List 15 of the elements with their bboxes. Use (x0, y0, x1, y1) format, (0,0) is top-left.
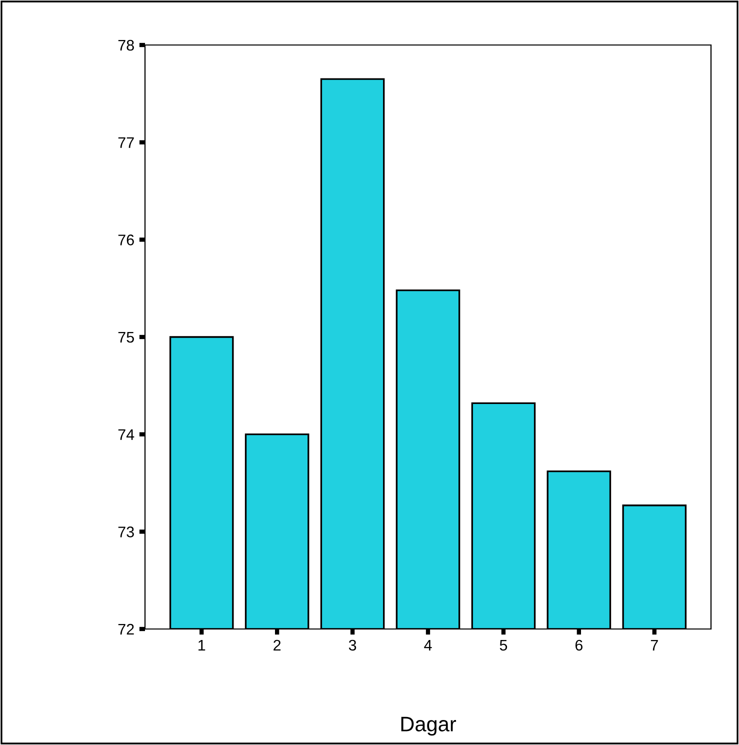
x-tick-label: 1 (198, 640, 206, 650)
y-tick-label: 74 (118, 429, 134, 440)
y-tick-label: 77 (118, 137, 134, 148)
x-tick-label: 3 (348, 640, 356, 651)
x-tick-label: 6 (575, 640, 583, 651)
y-tick-label: 75 (118, 332, 134, 343)
y-tick-label: 78 (118, 40, 134, 51)
x-tick-label: 7 (650, 640, 658, 650)
y-tick-label: 73 (118, 526, 134, 538)
x-tick-label: 4 (424, 640, 432, 650)
x-axis-title: Dagar (401, 716, 456, 736)
y-tick-label: 72 (118, 624, 134, 635)
x-tick-label: 5 (500, 640, 508, 651)
y-tick-label: 76 (118, 234, 134, 246)
x-tick-label: 2 (274, 640, 281, 650)
